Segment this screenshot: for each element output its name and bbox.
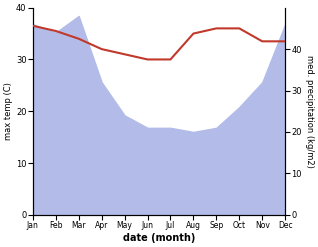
Y-axis label: med. precipitation (kg/m2): med. precipitation (kg/m2) [305, 55, 314, 168]
Y-axis label: max temp (C): max temp (C) [4, 82, 13, 140]
X-axis label: date (month): date (month) [123, 233, 195, 243]
